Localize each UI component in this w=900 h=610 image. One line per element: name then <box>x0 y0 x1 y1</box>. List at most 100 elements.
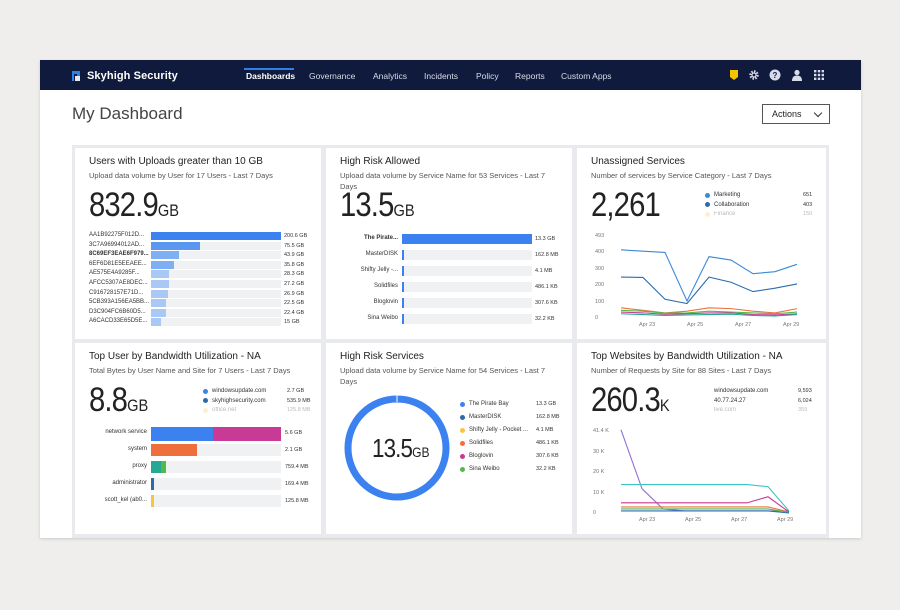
nav-custom-apps[interactable]: Custom Apps <box>561 71 612 81</box>
nav-analytics[interactable]: Analytics <box>373 71 408 81</box>
legend-label: Solidfiles <box>469 440 494 446</box>
row-bar[interactable] <box>151 270 170 279</box>
legend-item[interactable]: skyhighsecurity.com <box>203 398 266 404</box>
series-line[interactable] <box>621 484 790 512</box>
row-label: scott_kel (ab0... <box>104 497 147 503</box>
legend-item[interactable]: Finance <box>705 211 735 217</box>
stack-segment[interactable] <box>151 495 154 507</box>
legend-item[interactable]: MasterDISK <box>460 414 501 420</box>
card-high-risk-allowed[interactable]: High Risk Allowed Upload data volume by … <box>326 148 572 339</box>
stack-segment[interactable] <box>213 427 281 441</box>
stack-segment[interactable] <box>151 461 161 473</box>
row-bar[interactable] <box>402 266 404 276</box>
legend-item[interactable]: Bloglovin <box>460 453 493 459</box>
row-bar[interactable] <box>151 251 180 260</box>
legend-item[interactable]: office.net <box>203 407 236 413</box>
series-line[interactable] <box>620 307 798 314</box>
nav-governance[interactable]: Governance <box>309 71 356 81</box>
nav-reports[interactable]: Reports <box>515 71 545 81</box>
legend-value: 32.2 KB <box>536 466 556 472</box>
stack-segment[interactable] <box>151 444 197 456</box>
series-line[interactable] <box>620 429 789 512</box>
row-bar[interactable] <box>402 314 404 324</box>
legend-value: 2.7 GB <box>287 388 305 394</box>
user-icon[interactable] <box>791 69 803 81</box>
metric-unit: GB <box>127 396 149 415</box>
legend-swatch <box>203 407 208 413</box>
legend-item[interactable]: Shifty Jelly - Pocket ... <box>460 427 528 433</box>
legend-item[interactable]: windowsupdate.com <box>203 388 266 394</box>
help-icon[interactable]: ? <box>769 69 781 81</box>
card-unassigned-services[interactable]: Unassigned Services Number of services b… <box>577 148 826 339</box>
card-high-risk-services[interactable]: High Risk Services Upload data volume by… <box>326 343 572 534</box>
card-top-user-bandwidth[interactable]: Top User by Bandwidth Utilization - NA T… <box>75 343 321 534</box>
donut-center-metric: 13.5GB <box>372 433 429 464</box>
row-value: 200.6 GB <box>284 233 308 239</box>
row-bar[interactable] <box>151 280 169 288</box>
row-value: 169.4 MB <box>285 481 309 487</box>
row-bar[interactable] <box>151 299 166 308</box>
row-track <box>402 250 532 260</box>
row-bar[interactable] <box>402 250 404 260</box>
row-value: 13.3 GB <box>535 236 556 242</box>
row-track <box>402 298 532 308</box>
stack-segment[interactable] <box>151 478 154 490</box>
y-tick-label: 30 K <box>593 448 605 455</box>
card-metric: 2,261 <box>591 186 661 224</box>
nav-dashboards[interactable]: Dashboards <box>246 71 296 81</box>
series-line[interactable] <box>621 508 790 513</box>
legend-label[interactable]: 40.77.24.27 <box>714 397 746 404</box>
series-line[interactable] <box>620 311 798 316</box>
row-track <box>151 251 281 260</box>
row-bar[interactable] <box>151 308 166 317</box>
series-line[interactable] <box>620 309 798 315</box>
row-track <box>151 299 281 308</box>
row-label: C916728157E71D... <box>89 289 144 296</box>
row-bar[interactable] <box>151 260 175 269</box>
row-value: 5.6 GB <box>285 430 303 436</box>
row-bar[interactable] <box>402 282 404 292</box>
y-tick-label: 20 K <box>593 469 605 475</box>
legend-item[interactable]: Marketing <box>705 192 740 198</box>
nav-policy[interactable]: Policy <box>476 71 499 81</box>
metric-value: 260.3 <box>591 381 661 419</box>
series-line[interactable] <box>621 506 790 513</box>
legend-label: windowsupdate.com <box>212 388 267 394</box>
stack-segment[interactable] <box>161 461 166 473</box>
series-line[interactable] <box>620 249 798 303</box>
nav-incidents[interactable]: Incidents <box>424 71 459 81</box>
row-bar[interactable] <box>151 232 281 240</box>
series-line[interactable] <box>621 496 790 513</box>
row-label: 5CB393A156EA5BB... <box>89 299 150 306</box>
gear-icon[interactable] <box>748 69 760 81</box>
card-users-uploads[interactable]: Users with Uploads greater than 10 GB Up… <box>75 148 321 339</box>
legend-item[interactable]: The Pirate Bay <box>460 401 509 407</box>
legend-swatch <box>460 466 465 472</box>
series-line[interactable] <box>621 510 790 514</box>
legend-item[interactable]: Solidfiles <box>460 440 493 446</box>
notification-badge-icon[interactable] <box>728 69 740 81</box>
series-line[interactable] <box>620 276 798 305</box>
legend-label[interactable]: windowsupdate.com <box>714 388 769 394</box>
legend-item[interactable]: Collaboration <box>705 202 749 208</box>
legend-swatch <box>460 427 465 433</box>
row-bar[interactable] <box>151 318 161 327</box>
brand-logo[interactable]: Skyhigh Security <box>70 69 178 82</box>
row-label: MasterDISK <box>365 251 398 257</box>
row-track <box>151 478 281 490</box>
top-navigation-bar: Skyhigh Security Dashboards Governance A… <box>40 60 861 90</box>
x-tick-label: Apr 27 <box>731 517 748 523</box>
card-top-websites[interactable]: Top Websites by Bandwidth Utilization - … <box>577 343 826 534</box>
row-bar[interactable] <box>402 234 532 244</box>
row-bar[interactable] <box>402 298 404 308</box>
legend-label[interactable]: live.com <box>714 407 737 413</box>
legend-value: 651 <box>803 192 813 198</box>
row-bar[interactable] <box>151 241 200 250</box>
legend-item[interactable]: Sina Weibo <box>460 466 500 472</box>
series-line[interactable] <box>620 313 798 317</box>
dashboard-grid: Users with Uploads greater than 10 GB Up… <box>72 145 829 538</box>
row-bar[interactable] <box>151 289 169 298</box>
stack-segment[interactable] <box>151 427 213 441</box>
actions-dropdown-button[interactable]: Actions <box>762 104 830 124</box>
app-grid-icon[interactable] <box>813 69 825 81</box>
